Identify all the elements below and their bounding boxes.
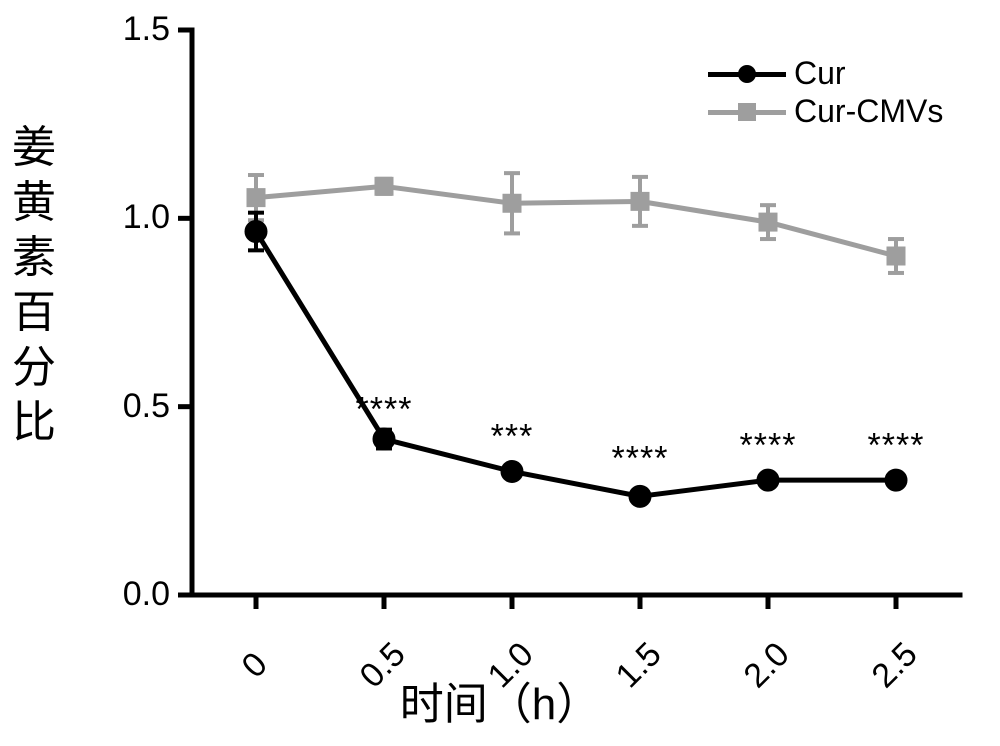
significance-marker: ****	[740, 427, 797, 466]
significance-marker: ****	[356, 391, 413, 430]
significance-marker: ****	[868, 427, 925, 466]
legend-sample	[708, 62, 786, 84]
y-tick-label: 0.5	[90, 387, 170, 426]
chart-root: 姜黄素百分比 时间（h） 0.00.51.01.500.51.01.52.02.…	[0, 0, 1000, 746]
legend-label: Cur-CMVs	[794, 93, 943, 130]
legend-label: Cur	[794, 55, 846, 92]
legend-sample	[708, 100, 786, 122]
legend: CurCur-CMVs	[700, 50, 951, 136]
significance-marker: ***	[491, 417, 534, 456]
y-tick-label: 0.0	[90, 575, 170, 614]
y-tick-label: 1.0	[90, 198, 170, 237]
legend-row: Cur-CMVs	[708, 92, 943, 130]
legend-row: Cur	[708, 54, 943, 92]
significance-marker: ****	[612, 440, 669, 479]
y-tick-label: 1.5	[90, 10, 170, 49]
